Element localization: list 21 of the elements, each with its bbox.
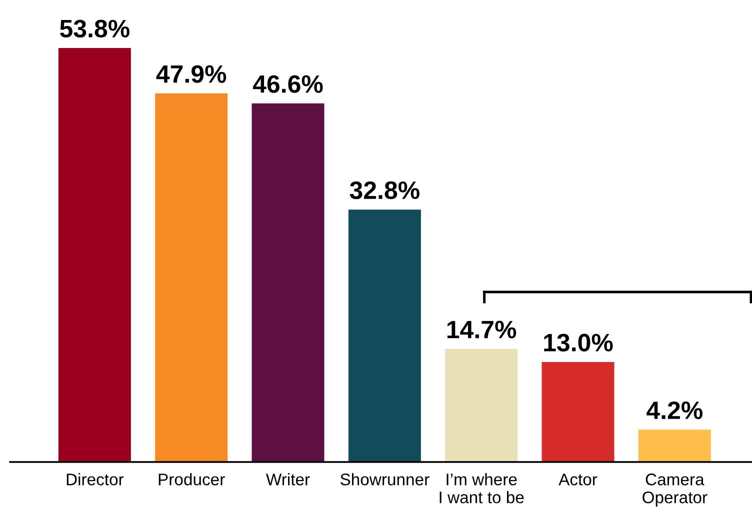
data-label: 14.7% [447,320,516,338]
bar [348,210,421,462]
x-tick-label: Showrunner [340,473,430,486]
bar [542,362,614,462]
bar [58,48,131,462]
bar [638,430,711,462]
data-label: 13.0% [544,334,613,352]
data-label: 47.9% [156,65,226,83]
x-tick-label: Writer [266,473,310,486]
x-tick-label: Actor [558,474,598,486]
x-tick-label: Producer [158,473,225,486]
bar [252,103,324,462]
data-label: 4.2% [646,401,702,420]
x-tick-label: Director [66,473,124,486]
x-tick-label: I’m where I want to be [440,473,524,504]
data-label: 32.8% [350,181,420,200]
data-label: 46.6% [252,75,323,93]
data-label: 53.8% [60,20,130,38]
bar [155,93,228,462]
x-tick-label: Camera Operator [642,474,708,507]
bar [445,348,518,462]
